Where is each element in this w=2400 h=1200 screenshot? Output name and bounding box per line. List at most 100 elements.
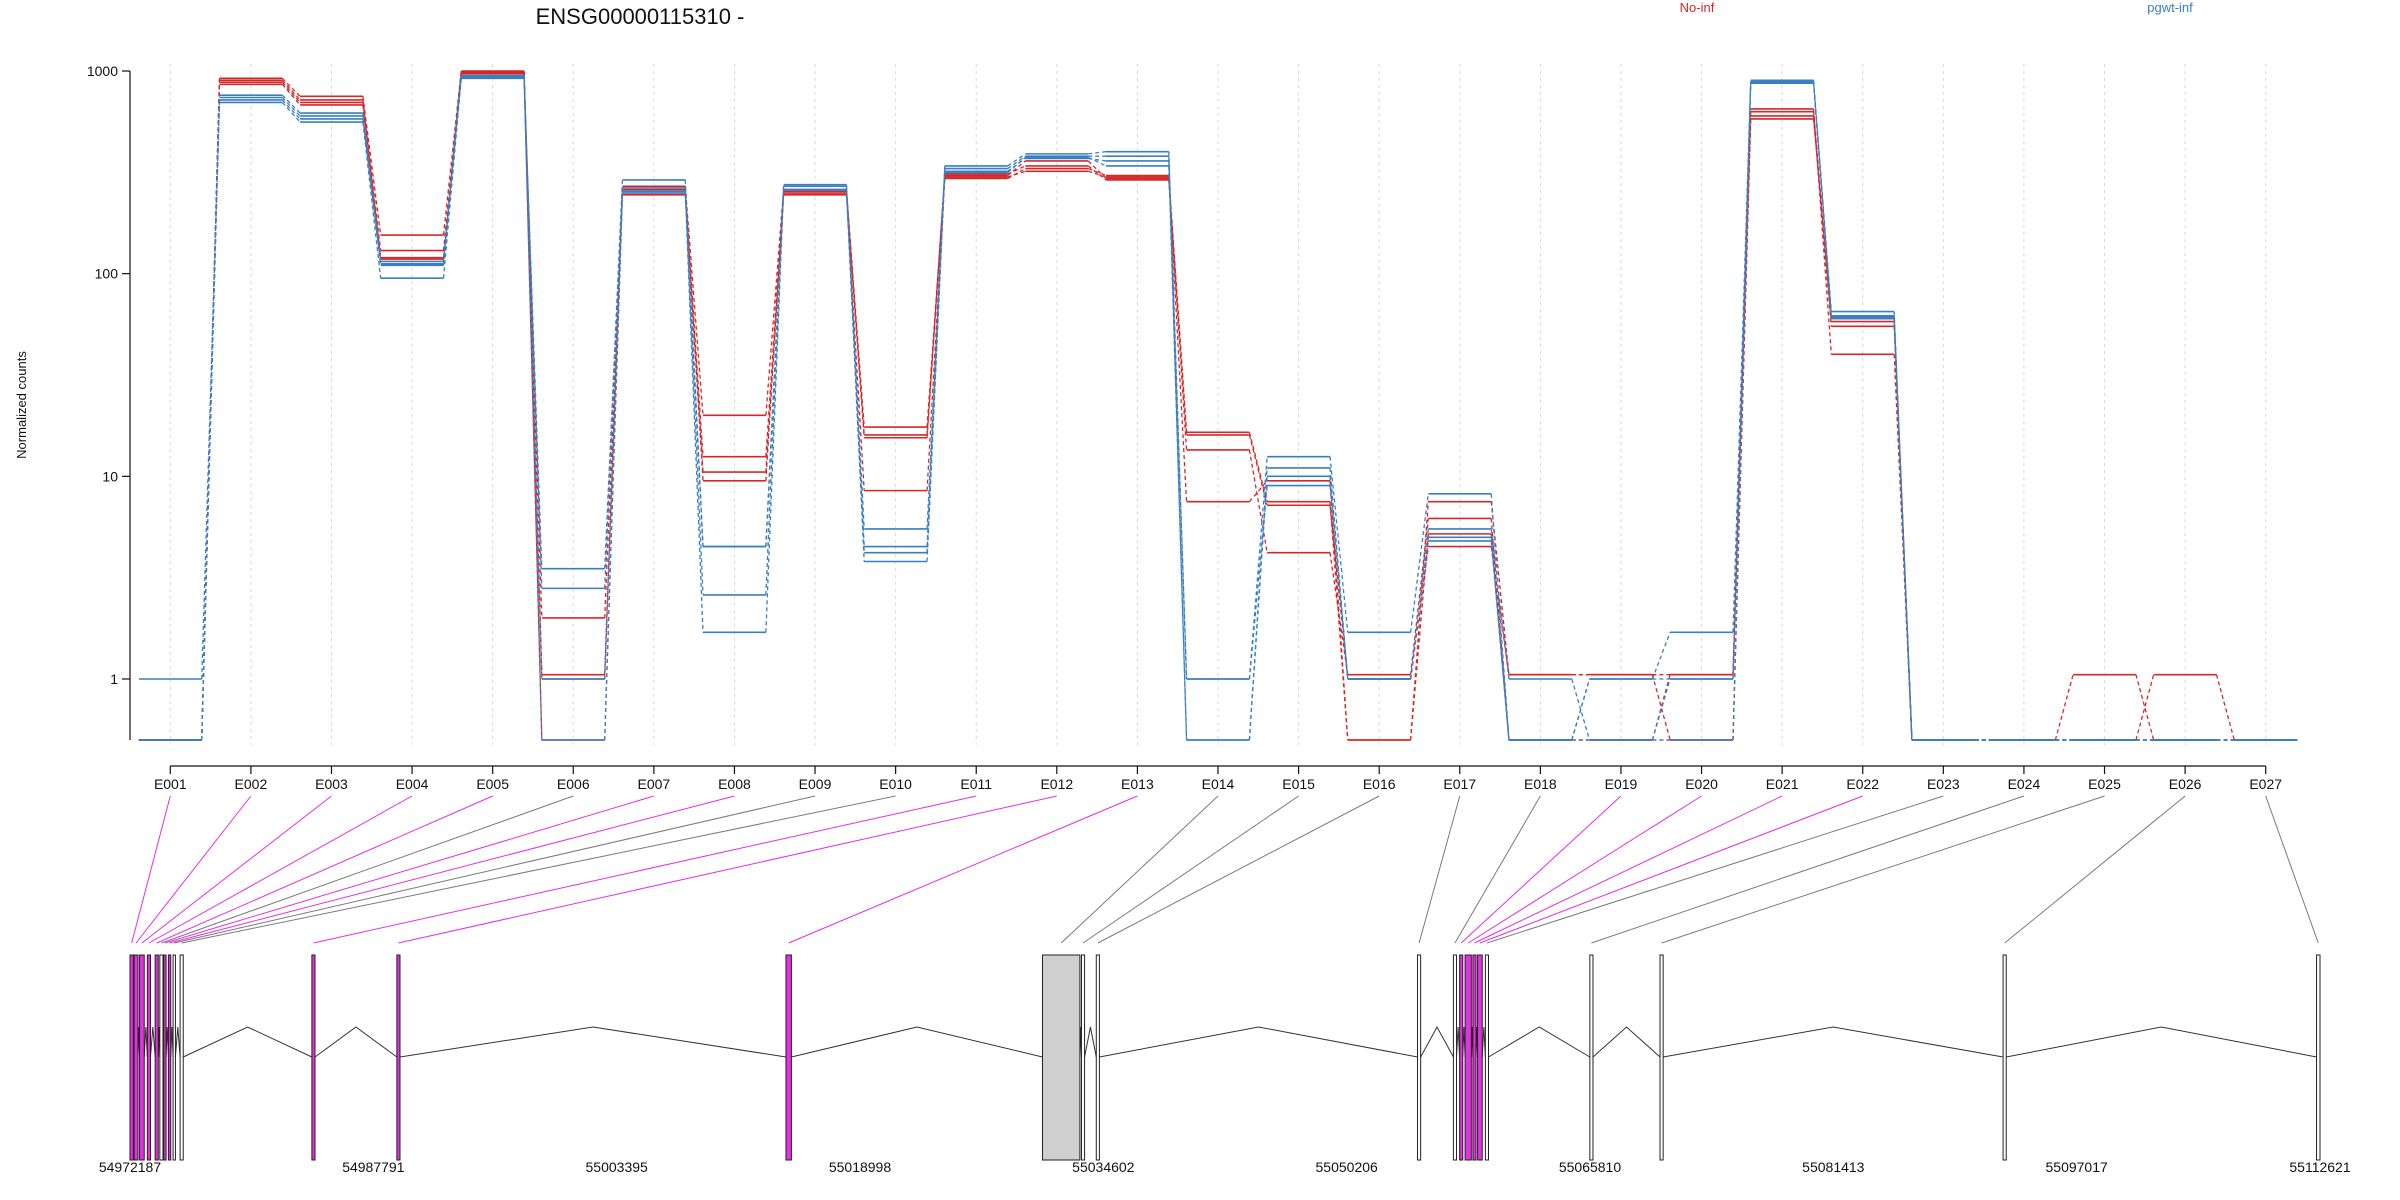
series-connector bbox=[1571, 678, 1591, 741]
exon-e010 bbox=[179, 954, 184, 1161]
connector-e022 bbox=[1479, 795, 1863, 944]
coordinate-label: 55018998 bbox=[829, 1159, 892, 1175]
series-connector bbox=[281, 83, 301, 106]
series-connector bbox=[845, 190, 865, 553]
connector-e002 bbox=[135, 795, 252, 944]
exon-e025 bbox=[1659, 954, 1664, 1161]
connector-e010 bbox=[181, 795, 896, 944]
x-tick-label: E002 bbox=[235, 776, 268, 792]
connector-e009 bbox=[174, 795, 816, 944]
series-connector bbox=[442, 77, 462, 264]
intron-line bbox=[1099, 1026, 1418, 1058]
x-tick-label: E021 bbox=[1766, 776, 1799, 792]
connector-e016 bbox=[1097, 795, 1380, 944]
vertical-grid bbox=[169, 64, 2267, 745]
connector-e011 bbox=[313, 795, 977, 944]
x-tick-label: E009 bbox=[799, 776, 832, 792]
x-tick-label: E023 bbox=[1927, 776, 1960, 792]
series-connector bbox=[1812, 108, 1832, 355]
x-tick-label: E015 bbox=[1282, 776, 1315, 792]
series-connector bbox=[1409, 537, 1429, 680]
genomic-coordinate-axis: 54972187 54987791 55003395 55018998 55034602… bbox=[99, 1159, 2351, 1175]
exon-e014 bbox=[1041, 954, 1081, 1161]
y-tick-label: 1 bbox=[110, 671, 118, 687]
x-tick-label: E025 bbox=[2088, 776, 2121, 792]
series-connector bbox=[1812, 83, 1832, 316]
series-connector bbox=[1409, 518, 1429, 675]
x-tick-label: E022 bbox=[1846, 776, 1879, 792]
series-connector bbox=[1329, 456, 1349, 633]
series-connector bbox=[1651, 678, 1671, 741]
x-axis: E001 E002 E003 E004 E005 E006 E007 E008 E009 E010… bbox=[154, 765, 2282, 792]
series-connector bbox=[604, 191, 624, 619]
x-tick-label: E012 bbox=[1040, 776, 1073, 792]
exon-e020 bbox=[1464, 954, 1472, 1161]
x-tick-label: E001 bbox=[154, 776, 187, 792]
series-connector bbox=[604, 192, 624, 741]
series-connector bbox=[845, 191, 865, 436]
series-connector bbox=[281, 77, 301, 97]
intron-line bbox=[1663, 1026, 2004, 1058]
series-connector bbox=[1088, 151, 1107, 155]
series-connector bbox=[1409, 493, 1429, 633]
exon-e013 bbox=[785, 954, 792, 1161]
series-connector bbox=[684, 189, 704, 481]
x-tick-label: E008 bbox=[718, 776, 751, 792]
intron-line bbox=[1488, 1026, 1591, 1058]
x-tick-label: E026 bbox=[2169, 776, 2202, 792]
series-connector bbox=[362, 118, 382, 264]
coordinate-label: 55050206 bbox=[1316, 1159, 1379, 1175]
intron-line bbox=[791, 1026, 1043, 1058]
intron-line bbox=[143, 1026, 148, 1058]
exon-e023 bbox=[1484, 954, 1489, 1161]
exon-e005 bbox=[154, 954, 159, 1161]
series-connector bbox=[1490, 501, 1510, 675]
coordinate-label: 54987791 bbox=[342, 1159, 405, 1175]
series-connector bbox=[1893, 317, 1913, 741]
series-connector bbox=[604, 187, 624, 589]
series-connector bbox=[281, 97, 301, 117]
connector-e020 bbox=[1467, 795, 1702, 944]
series-connector bbox=[1248, 476, 1268, 741]
series-connector bbox=[281, 94, 301, 114]
connector-e003 bbox=[141, 795, 332, 944]
exon-e018 bbox=[1452, 954, 1458, 1161]
y-axis: 1 10 100 1000 bbox=[87, 63, 131, 740]
series-connector bbox=[1007, 155, 1026, 170]
intron-line bbox=[174, 1026, 181, 1058]
series-connector bbox=[2215, 674, 2235, 741]
intron-line bbox=[1420, 1025, 1454, 1058]
exon-e003 bbox=[139, 954, 145, 1161]
series-connector bbox=[362, 96, 382, 236]
exon-e015 bbox=[1080, 954, 1086, 1161]
series-connector bbox=[2135, 674, 2155, 741]
series-connector bbox=[845, 186, 865, 529]
x-tick-label: E014 bbox=[1202, 776, 1235, 792]
connector-e021 bbox=[1474, 795, 1783, 944]
x-tick-label: E004 bbox=[396, 776, 429, 792]
x-tick-label: E011 bbox=[960, 776, 992, 792]
intron-line bbox=[183, 1026, 313, 1058]
series-connector bbox=[926, 175, 946, 436]
series-connector bbox=[1007, 165, 1026, 175]
coordinate-label: 55034602 bbox=[1072, 1159, 1135, 1175]
series-connector bbox=[1168, 165, 1188, 741]
intron-line bbox=[314, 1026, 398, 1058]
y-axis-label: Normalized counts bbox=[14, 351, 29, 459]
series-connector bbox=[1007, 156, 1026, 174]
series-connector bbox=[1248, 449, 1268, 553]
series-connector bbox=[765, 191, 785, 481]
series-connector bbox=[281, 101, 301, 123]
series-connector bbox=[1248, 456, 1268, 680]
exon-e002 bbox=[133, 954, 139, 1161]
series-connector bbox=[765, 190, 785, 547]
series-connector bbox=[1651, 674, 1671, 741]
coordinate-label: 55003395 bbox=[586, 1159, 649, 1175]
intron-line bbox=[1456, 1026, 1461, 1058]
series-connector bbox=[1248, 434, 1268, 506]
intron-line bbox=[399, 1026, 787, 1058]
series-connector bbox=[1248, 480, 1268, 503]
exon-e006 bbox=[159, 954, 164, 1161]
intron-line bbox=[149, 1026, 156, 1058]
